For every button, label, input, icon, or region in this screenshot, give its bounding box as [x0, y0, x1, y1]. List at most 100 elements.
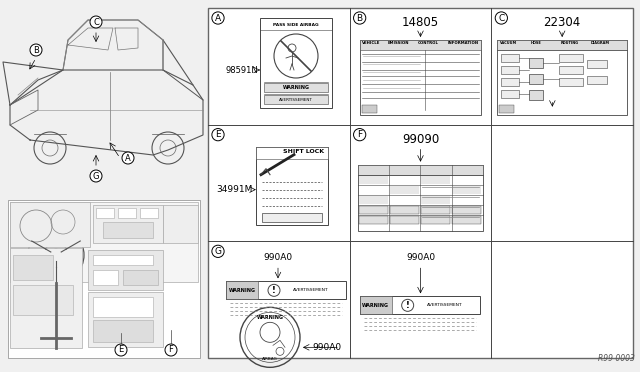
Bar	[360, 40, 481, 115]
Bar	[360, 296, 479, 314]
Bar	[10, 202, 198, 282]
Bar	[501, 54, 519, 62]
Text: 990A0: 990A0	[406, 253, 435, 262]
Bar	[264, 95, 328, 104]
Text: E: E	[215, 130, 221, 139]
Bar	[529, 90, 543, 100]
Bar	[88, 250, 163, 290]
Bar	[10, 202, 90, 247]
Text: 14805: 14805	[402, 16, 439, 29]
Text: C: C	[498, 13, 504, 22]
Bar	[452, 216, 481, 224]
Bar	[93, 297, 153, 317]
Bar	[262, 213, 322, 222]
Bar	[420, 176, 450, 184]
Bar	[360, 296, 392, 314]
Text: G: G	[214, 247, 221, 256]
Text: AVERTISSEMENT: AVERTISSEMENT	[427, 303, 463, 307]
Text: HOSE: HOSE	[531, 41, 541, 45]
Bar	[559, 54, 583, 62]
Text: WARNING: WARNING	[257, 315, 284, 320]
Bar	[264, 83, 328, 92]
Text: DIAGRAM: DIAGRAM	[590, 41, 609, 45]
Bar	[226, 281, 258, 299]
Bar	[452, 206, 481, 214]
Text: B: B	[356, 13, 363, 22]
Bar	[497, 40, 627, 115]
Bar	[93, 205, 163, 243]
Text: 98591N: 98591N	[226, 65, 259, 74]
Bar	[93, 255, 153, 265]
Bar	[358, 216, 388, 224]
Text: INFORMATION: INFORMATION	[447, 41, 479, 45]
Bar	[420, 216, 450, 224]
Bar	[420, 196, 450, 203]
Bar	[226, 281, 346, 299]
Text: G: G	[93, 171, 99, 180]
Text: F: F	[357, 130, 362, 139]
Bar	[256, 147, 328, 159]
Bar	[452, 186, 481, 194]
Bar	[13, 285, 73, 315]
Bar	[358, 206, 388, 214]
Bar	[588, 76, 607, 84]
Bar	[390, 216, 419, 224]
Text: !: !	[406, 301, 410, 310]
Bar	[358, 196, 388, 203]
Bar	[13, 255, 53, 280]
Bar	[93, 270, 118, 285]
Text: AVERTISSEMENT: AVERTISSEMENT	[293, 288, 329, 292]
Text: AVERTISSEMENT: AVERTISSEMENT	[279, 97, 313, 102]
Text: B: B	[33, 45, 39, 55]
Text: 34991M: 34991M	[216, 185, 252, 194]
Bar	[118, 208, 136, 218]
Text: 22304: 22304	[543, 16, 580, 29]
Bar	[96, 208, 114, 218]
Text: 99090: 99090	[402, 133, 439, 146]
Text: WARNING: WARNING	[228, 288, 255, 293]
Bar	[93, 320, 153, 342]
Text: F: F	[168, 346, 173, 355]
Bar	[390, 206, 419, 214]
Text: A: A	[125, 154, 131, 163]
Bar	[588, 60, 607, 68]
Bar	[501, 66, 519, 74]
Bar	[420, 206, 450, 214]
Bar	[501, 90, 519, 98]
Text: R99 0003: R99 0003	[598, 354, 635, 363]
Bar	[559, 66, 583, 74]
Bar	[360, 40, 481, 50]
Bar	[559, 78, 583, 86]
Bar	[260, 18, 332, 108]
Bar	[123, 270, 158, 285]
Bar	[256, 147, 328, 225]
Circle shape	[50, 249, 62, 261]
Text: !: !	[272, 286, 276, 295]
Text: E: E	[118, 346, 124, 355]
Text: PASS SIDE AIRBAG: PASS SIDE AIRBAG	[273, 23, 319, 27]
Bar	[163, 205, 198, 243]
Bar	[501, 78, 519, 86]
Text: ROUTING: ROUTING	[561, 41, 579, 45]
Bar	[358, 165, 483, 175]
Text: C: C	[93, 17, 99, 26]
Bar	[499, 105, 515, 113]
Bar	[140, 208, 158, 218]
Bar	[390, 186, 419, 194]
Bar	[208, 8, 633, 358]
Text: AIRBAG: AIRBAG	[262, 357, 278, 361]
Text: EMISSION: EMISSION	[388, 41, 409, 45]
Bar	[88, 292, 163, 347]
Text: WARNING: WARNING	[362, 303, 389, 308]
Bar	[10, 248, 82, 348]
Text: VACUUM: VACUUM	[500, 41, 518, 45]
Text: A: A	[215, 13, 221, 22]
Bar	[103, 222, 153, 238]
Bar	[8, 200, 200, 358]
Text: CONTROL: CONTROL	[418, 41, 438, 45]
Bar	[497, 40, 627, 50]
Text: SHIFT LOCK: SHIFT LOCK	[283, 149, 324, 154]
Bar	[529, 58, 543, 68]
Bar	[362, 105, 377, 113]
Text: 990A0: 990A0	[263, 253, 292, 262]
